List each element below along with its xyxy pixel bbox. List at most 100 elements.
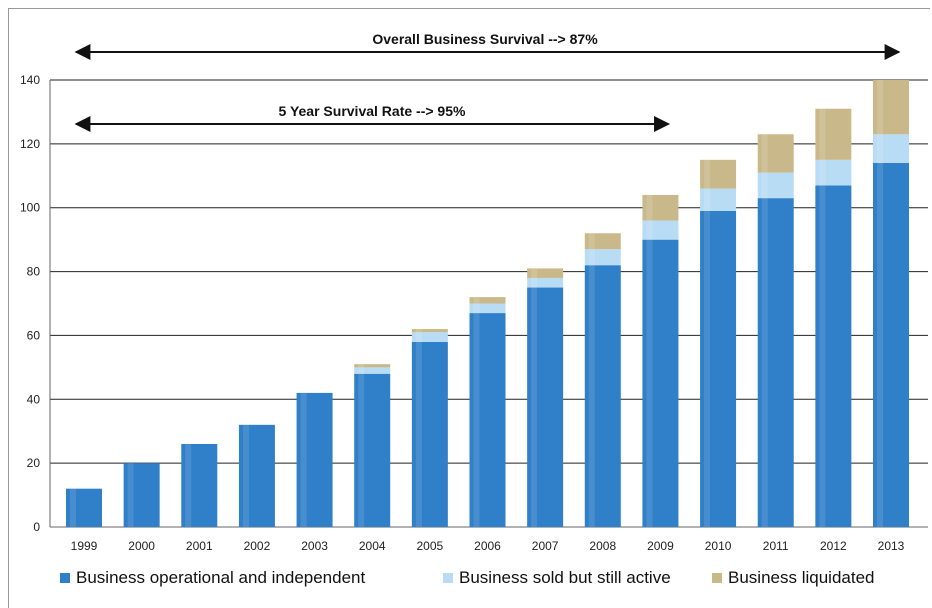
x-tick-label: 2010 (705, 539, 732, 553)
stacked-bar-chart: 0 20 40 60 80 100 120 140 1999 Business operati… (20, 31, 928, 587)
legend-swatch (60, 573, 70, 583)
bar-highlight (704, 188, 711, 211)
bar-highlight (70, 488, 76, 527)
bar-highlight (877, 134, 883, 164)
y-tick-label: 140 (20, 73, 40, 87)
x-tick-label: 2000 (128, 539, 155, 553)
x-tick-label: 2004 (359, 539, 386, 553)
bar-segment: 2008 Business operational and independen… (584, 265, 621, 527)
bar-highlight (646, 239, 653, 527)
bar-highlight (531, 277, 538, 288)
bar-highlight (588, 265, 595, 527)
legend-label: Business liquidated (728, 568, 874, 587)
bar-highlight (877, 80, 883, 135)
legend-swatch (712, 573, 722, 583)
y-tick-label: 60 (27, 328, 41, 342)
bar-highlight (819, 108, 826, 160)
bar-highlight (819, 185, 826, 527)
bar-highlight (358, 373, 365, 527)
bar-highlight (473, 303, 480, 314)
x-axis: 1999 2000 2001 2002 2003 2004 2005 2006 2007 2008… (71, 539, 905, 553)
bar-segment: 2010 Business operational and independen… (700, 210, 737, 527)
bar-segment: 2002 Business operational and independen… (238, 424, 275, 527)
x-tick-label: 2011 (763, 539, 789, 553)
bar-segment: 2012 Business sold but still active: 8 (815, 159, 852, 186)
y-tick-label: 40 (27, 392, 41, 406)
x-tick-label: 2009 (647, 539, 674, 553)
bar-highlight (415, 341, 422, 527)
bar-segment: 2004 Business liquidated: 1 (354, 364, 391, 368)
bar-highlight (473, 313, 480, 527)
chart-frame (8, 8, 930, 608)
bar-segment: 2004 Business sold but still active: 2 (354, 367, 391, 374)
annotation-label: Overall Business Survival --> 87% (372, 31, 598, 47)
x-tick-label: 2003 (301, 539, 328, 553)
y-tick-label: 80 (27, 265, 41, 279)
bar-segment: 2008 Business sold but still active: 5 (584, 249, 621, 266)
bar-segment: 2011 Business operational and independen… (757, 198, 794, 527)
x-tick-label: 2013 (878, 539, 905, 553)
y-axis: 0 20 40 60 80 100 120 140 (20, 73, 40, 534)
bar-segment: 2006 Business operational and independen… (469, 313, 506, 527)
x-tick-label: 2008 (589, 539, 616, 553)
bar-segment: 2007 Business liquidated: 3 (527, 268, 564, 278)
legend-label: Business sold but still active (459, 568, 671, 587)
bar-segment: 2009 Business sold but still active: 6 (642, 220, 679, 240)
bar-highlight (473, 297, 480, 304)
bar-segment: 2009 Business liquidated: 8 (642, 194, 679, 221)
bar-segment: 2011 Business sold but still active: 8 (757, 172, 794, 199)
bar-highlight (358, 364, 365, 368)
bar-segment: 2007 Business operational and independen… (527, 287, 564, 527)
bar-segment: 1999 Business operational and independen… (66, 488, 102, 527)
bar-highlight (761, 172, 768, 199)
bar-highlight (646, 220, 653, 240)
bar-segment: 2000 Business operational and independen… (123, 463, 160, 527)
x-tick-label: 2005 (417, 539, 444, 553)
bar-segment: 2008 Business liquidated: 5 (584, 233, 621, 250)
bar-segment: 2006 Business liquidated: 2 (469, 297, 506, 304)
bar-segment: 2005 Business sold but still active: 3 (411, 332, 448, 342)
bar-segment: 2010 Business liquidated: 9 (700, 159, 737, 189)
y-tick-label: 0 (33, 520, 40, 534)
bar-highlight (761, 198, 768, 527)
bar-segment: 2011 Business liquidated: 12 (757, 134, 794, 173)
x-tick-label: 2001 (186, 539, 213, 553)
bar-highlight (588, 249, 595, 266)
x-tick-label: 2007 (532, 539, 559, 553)
bar-highlight (588, 233, 595, 250)
legend-swatch (443, 573, 453, 583)
legend: Business operational and independent Busi… (60, 568, 874, 587)
bar-highlight (300, 392, 307, 527)
bar-segment: 2012 Business operational and independen… (815, 185, 852, 527)
bar-segment: 2013 Business sold but still active: 9 (873, 134, 909, 164)
bar-highlight (185, 443, 192, 527)
bar-highlight (819, 159, 826, 186)
bar-highlight (646, 194, 653, 221)
x-tick-label: 1999 (71, 539, 98, 553)
bar-segment: 2007 Business sold but still active: 3 (527, 277, 564, 288)
bar-highlight (127, 463, 134, 527)
annotations: Overall Business Survival --> 87% 5 Year … (74, 31, 901, 132)
bar-highlight (761, 134, 768, 173)
y-tick-label: 100 (20, 201, 40, 215)
bar-highlight (877, 163, 883, 527)
annotation-label: 5 Year Survival Rate --> 95% (279, 103, 466, 119)
bar-segment: 2013 Business operational and independen… (873, 163, 909, 527)
bar-highlight (531, 287, 538, 527)
x-tick-label: 2006 (474, 539, 501, 553)
bar-segment: 2005 Business liquidated: 1 (411, 329, 448, 333)
bar-segment: 2009 Business operational and independen… (642, 239, 679, 527)
bar-highlight (531, 268, 538, 278)
bar-segment: 2006 Business sold but still active: 3 (469, 303, 506, 314)
y-tick-label: 20 (27, 456, 41, 470)
x-tick-label: 2012 (820, 539, 847, 553)
bar-highlight (704, 210, 711, 527)
bar-segment: 2010 Business sold but still active: 7 (700, 188, 737, 211)
y-tick-label: 120 (20, 137, 40, 151)
bar-segment: 2001 Business operational and independen… (181, 443, 218, 527)
bar-segment: 2013 Business liquidated: 17 (873, 80, 909, 135)
bar-highlight (358, 367, 365, 374)
bar-highlight (242, 424, 249, 527)
bars: 1999 Business operational and independen… (66, 80, 909, 527)
bar-highlight (704, 159, 711, 189)
